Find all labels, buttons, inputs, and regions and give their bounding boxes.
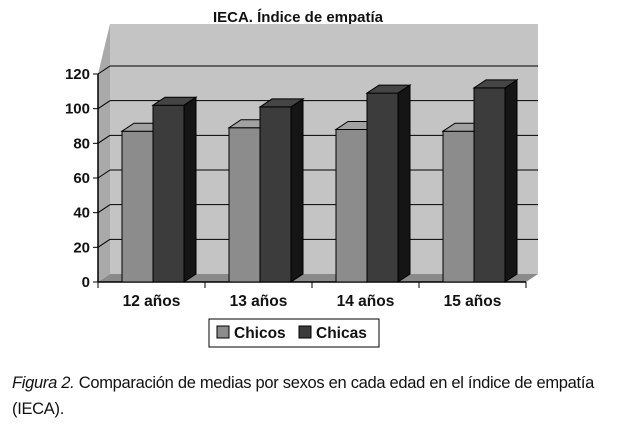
legend: Chicos Chicas [208,318,380,348]
bar-chicas [472,78,519,283]
bar-front [442,130,475,283]
bar-side [290,97,304,283]
gridline [97,65,111,75]
bar-front [152,104,185,283]
bar-top [365,84,412,94]
legend-swatch-chicas [298,325,312,339]
bar-chicas [365,84,412,283]
y-tick-label: 0 [82,274,90,291]
bar-group [120,96,198,283]
y-tick-label: 120 [65,66,90,83]
y-tick-label: 20 [73,239,90,256]
floor [98,274,538,282]
bar-group [334,84,412,283]
bar-group [227,97,305,283]
y-axis-ticks: 0 20 40 60 80 100 120 [65,66,98,291]
x-tick-label: 12 años [123,293,181,310]
bar-front [259,106,292,283]
chart-title: IECA. Índice de empatía [213,9,384,26]
bar-front [335,128,368,283]
bar-front [366,92,399,283]
gridline [97,134,111,144]
legend-box [208,318,380,348]
figure-label: Figura 2. [12,374,75,392]
figure-caption: Figura 2. Comparación de medias por sexo… [12,370,602,422]
legend-label-chicas: Chicas [316,325,367,342]
legend-label-chicos: Chicos [234,325,286,342]
bar-top [472,79,519,89]
gridline [97,204,111,214]
bar-front [473,87,506,283]
x-tick-label: 13 años [230,293,288,310]
side-wall [98,24,110,282]
bar-chicas [258,97,305,283]
y-tick-label: 100 [65,101,90,118]
bar-top [151,96,198,106]
bar-front [121,130,154,283]
bar-front [228,127,261,283]
bar-side [504,78,518,283]
x-axis-ticks: 12 años 13 años 14 años 15 años [97,282,527,310]
y-tick-label: 60 [73,170,90,187]
bar-side [183,96,197,283]
bar-group [441,78,519,283]
bar-side [397,84,411,283]
y-tick-label: 80 [73,135,90,152]
bar-chart: IECA. Índice de empatía 020406080100120 … [65,9,538,348]
bar-top [258,98,305,108]
gridline [97,238,111,248]
gridline [97,169,111,179]
x-tick-label: 14 años [337,293,395,310]
x-tick-label: 15 años [444,293,502,310]
gridline [97,100,111,110]
figure-caption-text: Comparación de medias por sexos en cada … [12,374,594,418]
legend-swatch-chicos [216,325,230,339]
bar-chicas [151,96,198,283]
y-tick-label: 40 [73,205,90,222]
bars [120,78,519,283]
